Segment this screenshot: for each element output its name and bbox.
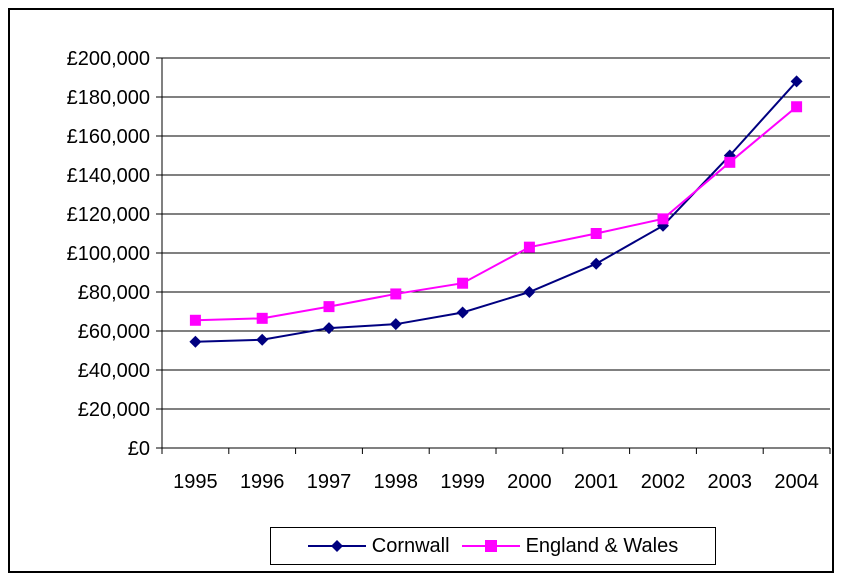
legend-entry-england-wales: England & Wales	[461, 534, 679, 558]
y-axis-tick-labels: £0 £20,000 £40,000 £60,000 £80,000 £100,000 £1…	[67, 48, 150, 460]
data-point-cornwall	[323, 322, 335, 335]
y-tick-label: £20,000	[78, 399, 150, 421]
data-point-england-wales	[523, 241, 535, 253]
y-tick-label: £180,000	[67, 87, 150, 109]
y-tick-label: £0	[128, 438, 150, 460]
x-tick-label: 1997	[307, 471, 352, 493]
data-point-england-wales	[590, 228, 602, 239]
data-point-cornwall	[590, 257, 603, 270]
x-tick-label: 2001	[574, 471, 619, 493]
legend-entry-cornwall: Cornwall	[307, 534, 450, 558]
data-point-england-wales	[390, 288, 402, 300]
data-point-cornwall	[456, 306, 469, 319]
data-point-cornwall	[256, 333, 269, 346]
x-tick-label: 2003	[708, 471, 753, 493]
x-tick-label: 1999	[440, 471, 485, 493]
data-point-england-wales	[657, 213, 669, 225]
y-tick-label: £80,000	[78, 282, 150, 304]
legend-label-cornwall: Cornwall	[371, 534, 450, 557]
x-tick-label: 1995	[173, 471, 218, 493]
y-tick-label: £100,000	[67, 243, 150, 265]
gridlines	[162, 57, 830, 410]
data-point-cornwall	[389, 318, 402, 331]
x-axis-tick-labels: 1995 1996 1997 1998 1999 2000 2001 2002 2003 2004	[173, 471, 819, 493]
data-point-england-wales	[457, 277, 469, 289]
legend: Cornwall England & Wales	[270, 527, 716, 565]
legend-label-england-wales: England & Wales	[525, 534, 679, 557]
x-tick-label: 2000	[507, 471, 552, 493]
x-tick-label: 1998	[374, 471, 419, 493]
y-tick-label: £160,000	[67, 126, 150, 148]
y-tick-label: £40,000	[78, 360, 150, 382]
x-tick-label: 1996	[240, 471, 285, 493]
data-point-cornwall	[189, 335, 202, 348]
data-point-england-wales	[256, 312, 268, 324]
legend-swatch-england-wales	[461, 540, 520, 552]
data-point-england-wales	[323, 301, 335, 313]
y-tick-label: £120,000	[67, 204, 150, 226]
series-group	[189, 75, 803, 348]
data-point-cornwall	[790, 75, 803, 88]
y-tick-label: £60,000	[78, 321, 150, 343]
y-tick-label: £200,000	[67, 48, 150, 70]
series-line-cornwall	[195, 80, 798, 343]
legend-swatch-cornwall	[307, 540, 366, 552]
data-point-cornwall	[523, 286, 536, 298]
x-tick-label: 2004	[774, 471, 819, 493]
data-point-england-wales	[724, 156, 736, 168]
y-tick-label: £140,000	[67, 165, 150, 187]
data-point-england-wales	[791, 101, 803, 113]
axes	[156, 57, 831, 454]
data-point-england-wales	[189, 314, 201, 326]
x-tick-label: 2002	[641, 471, 686, 493]
series-line-england-wales	[195, 105, 798, 322]
